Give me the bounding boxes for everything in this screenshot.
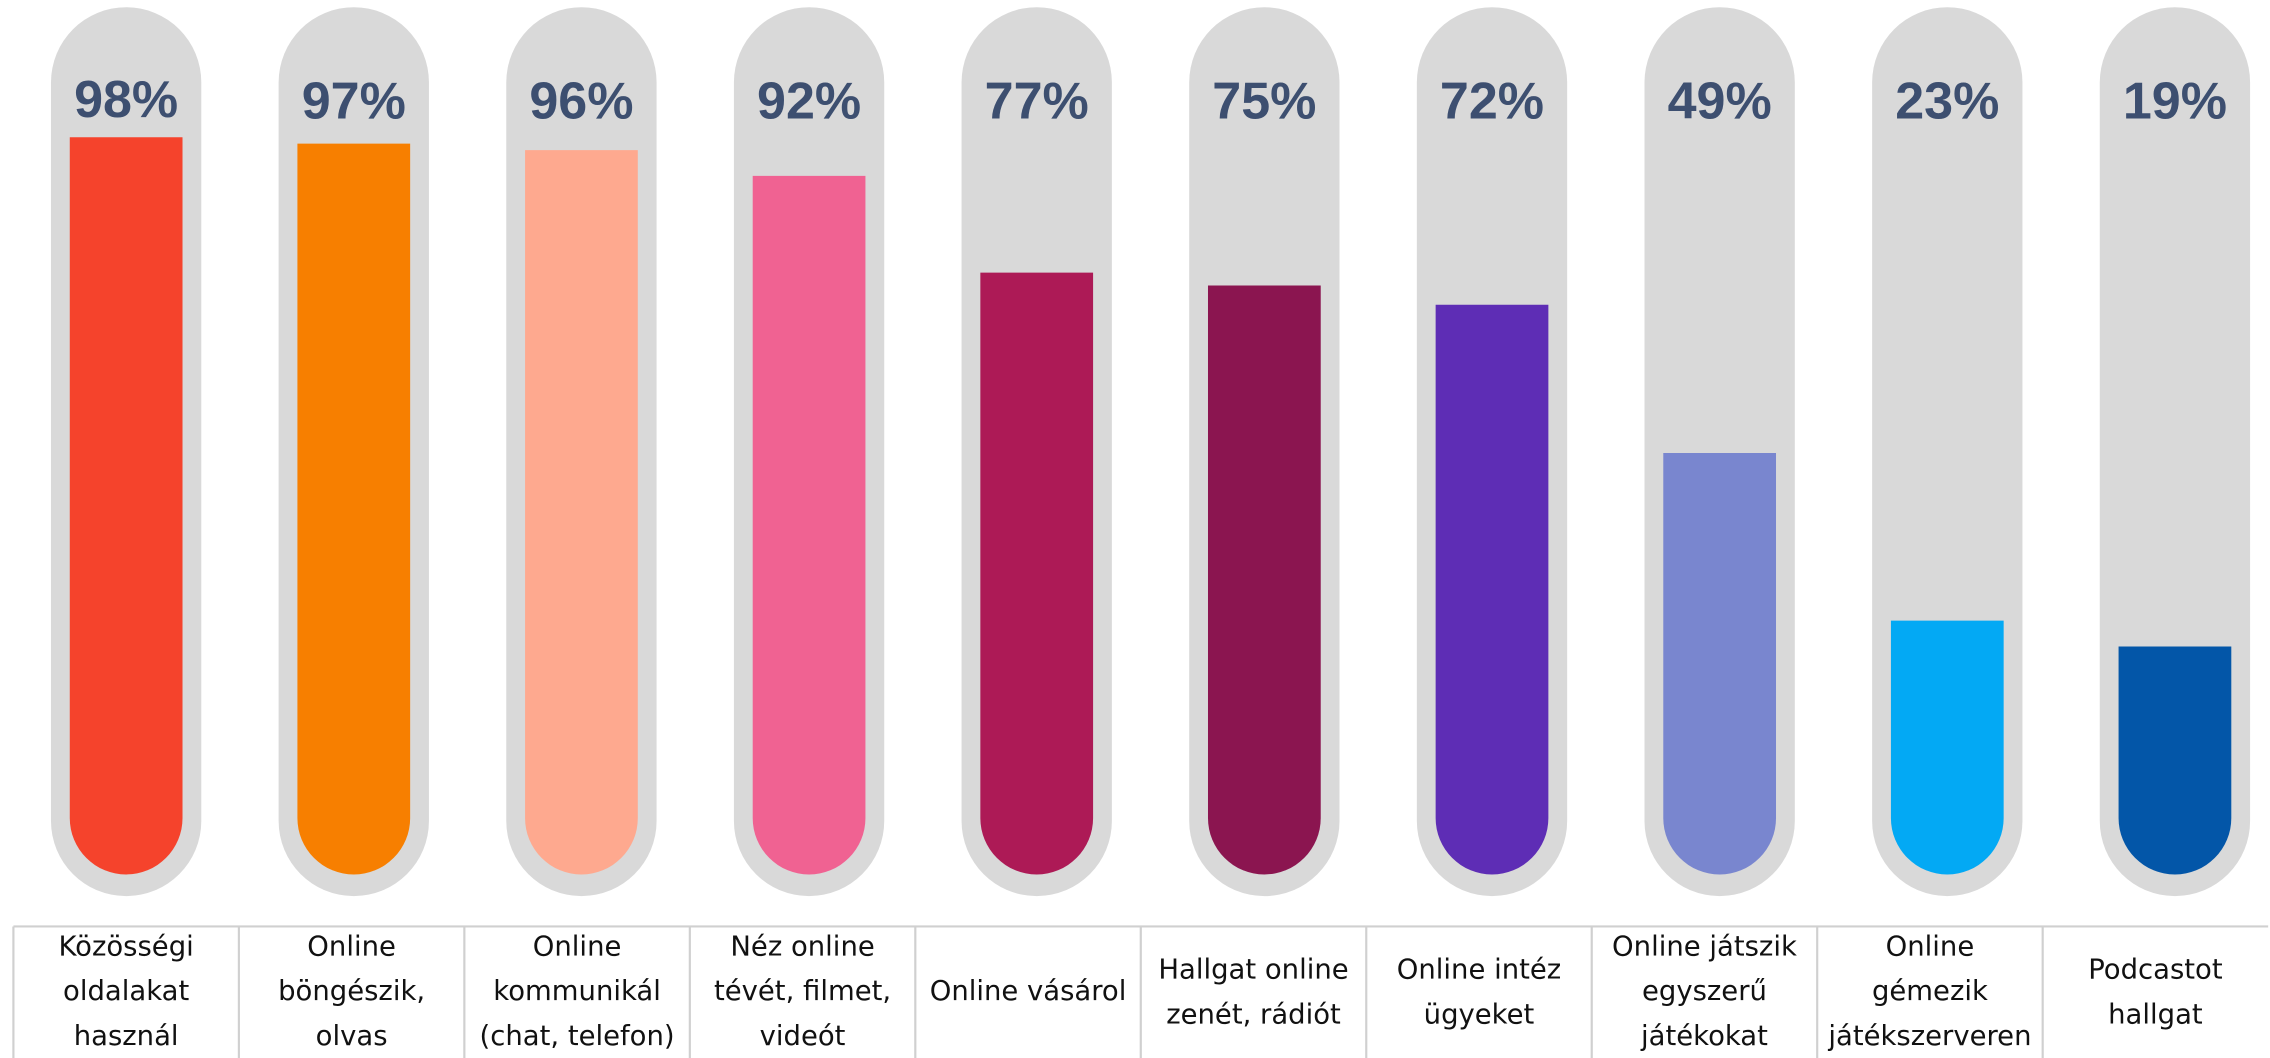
value-label: 96% (529, 73, 633, 131)
label-cell: Online kommunikál (chat, telefon) (479, 930, 675, 1053)
x-tick-label: Podcastot hallgat (2088, 953, 2223, 1030)
x-tick-label: Hallgat online zenét, rádiót (1158, 953, 1349, 1030)
label-cell: Online intéz ügyeket (1396, 953, 1562, 1030)
x-tick-label: Közösségi oldalakat használ (58, 930, 194, 1053)
label-cell: Online böngészik, olvas (278, 930, 426, 1053)
value-label: 75% (1212, 73, 1316, 131)
bar (525, 150, 638, 875)
label-cell: Hallgat online zenét, rádiót (1158, 953, 1349, 1030)
label-cell: Néz online tévét, filmet, videót (713, 930, 892, 1053)
x-tick-label: Online böngészik, olvas (278, 930, 426, 1053)
x-tick-label: Néz online tévét, filmet, videót (713, 930, 892, 1053)
value-label: 19% (2123, 73, 2227, 131)
label-cell: Közösségi oldalakat használ (58, 930, 194, 1053)
label-cell: Podcastot hallgat (2088, 953, 2223, 1030)
value-label: 23% (1895, 73, 1999, 131)
label-cell: Online játszik egyszerű játékokat (1612, 930, 1797, 1053)
x-tick-label: Online játszik egyszerű játékokat (1612, 930, 1797, 1053)
value-label: 77% (985, 73, 1089, 131)
bar (1207, 285, 1321, 875)
x-tick-label: Online intéz ügyeket (1396, 953, 1562, 1030)
value-label: 98% (74, 71, 178, 129)
bar (752, 175, 866, 875)
label-cell: Online vásárol (929, 975, 1127, 1008)
bar (1663, 453, 1777, 875)
x-tick-label: Online kommunikál (chat, telefon) (479, 930, 675, 1053)
x-tick-label: Online vásárol (929, 975, 1127, 1008)
value-label: 49% (1668, 73, 1772, 131)
x-tick-label: Online gémezik játékszerveren (1828, 930, 2032, 1053)
label-cell: Online gémezik játékszerveren (1828, 930, 2032, 1053)
bar (297, 143, 411, 875)
bar (1435, 304, 1549, 875)
bar (1890, 620, 2004, 875)
value-label: 72% (1440, 73, 1544, 131)
bar (69, 137, 183, 875)
value-label: 97% (302, 73, 406, 131)
value-label: 92% (757, 73, 861, 131)
bar (2118, 646, 2232, 875)
bar (980, 272, 1094, 875)
